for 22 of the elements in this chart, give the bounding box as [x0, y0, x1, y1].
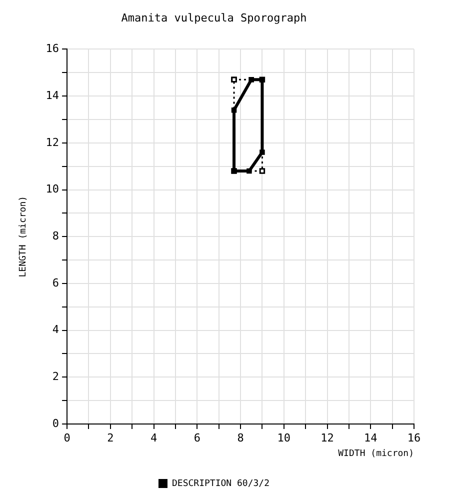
x-tick-label: 4 [150, 431, 158, 444]
chart-title: Amanita vulpecula Sporograph [121, 11, 307, 24]
legend-label: DESCRIPTION 60/3/2 [172, 478, 270, 489]
y-tick-label: 0 [52, 416, 60, 430]
y-tick-label: 4 [52, 323, 60, 336]
y-axis-title: LENGTH (micron) [18, 196, 29, 278]
x-axis-title: WIDTH (micron) [338, 448, 414, 459]
y-tick-label: 14 [46, 88, 60, 102]
x-tick-label: 2 [107, 431, 114, 444]
x-tick-label: 10 [277, 431, 291, 444]
x-tick-label: 14 [364, 431, 378, 444]
y-tick-label: 6 [52, 276, 60, 290]
x-tick-label: 12 [320, 431, 334, 444]
x-tick-label: 6 [194, 431, 200, 444]
x-tick-label: 8 [237, 431, 244, 444]
x-tick-label: 0 [64, 431, 70, 444]
y-tick-label: 10 [46, 182, 60, 196]
y-tick-label: 2 [52, 370, 60, 384]
x-tick-label: 16 [407, 431, 421, 444]
y-tick-label: 8 [52, 229, 60, 242]
y-tick-label: 12 [46, 136, 60, 149]
y-tick-label: 16 [46, 42, 60, 56]
